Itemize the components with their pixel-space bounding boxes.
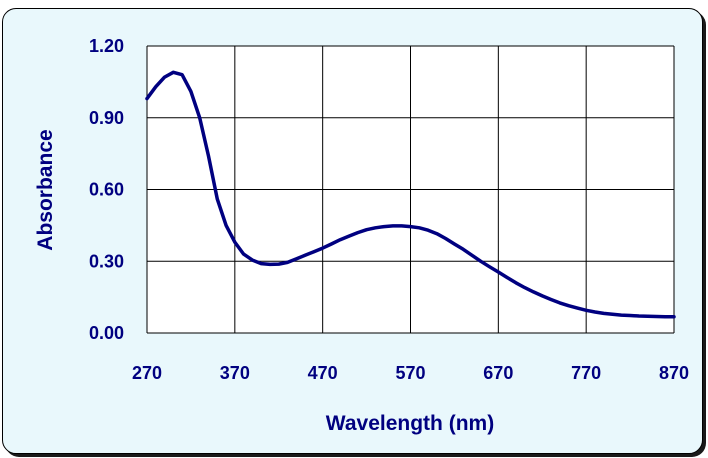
y-tick-label-0: 0.00 <box>89 323 124 343</box>
y-tick-label-3: 0.90 <box>89 108 124 128</box>
y-tick-label-1: 0.30 <box>89 251 124 271</box>
x-tick-label-4: 670 <box>483 363 513 383</box>
x-tick-labels: 270 370 470 570 670 770 870 <box>132 363 689 383</box>
x-tick-label-1: 370 <box>220 363 250 383</box>
x-tick-label-6: 870 <box>659 363 689 383</box>
y-axis-title: Absorbance <box>34 129 57 250</box>
x-axis-title: Wavelength (nm) <box>326 412 494 435</box>
x-tick-label-0: 270 <box>132 363 162 383</box>
x-tick-label-3: 570 <box>395 363 425 383</box>
x-tick-label-2: 470 <box>308 363 338 383</box>
series-line-0 <box>145 70 676 319</box>
x-tick-label-5: 770 <box>571 363 601 383</box>
y-tick-label-4: 1.20 <box>89 36 124 56</box>
y-tick-labels: 0.00 0.30 0.60 0.90 1.20 <box>89 36 124 343</box>
grid-lines <box>146 45 675 334</box>
series-layer <box>145 70 676 319</box>
y-tick-label-2: 0.60 <box>89 180 124 200</box>
